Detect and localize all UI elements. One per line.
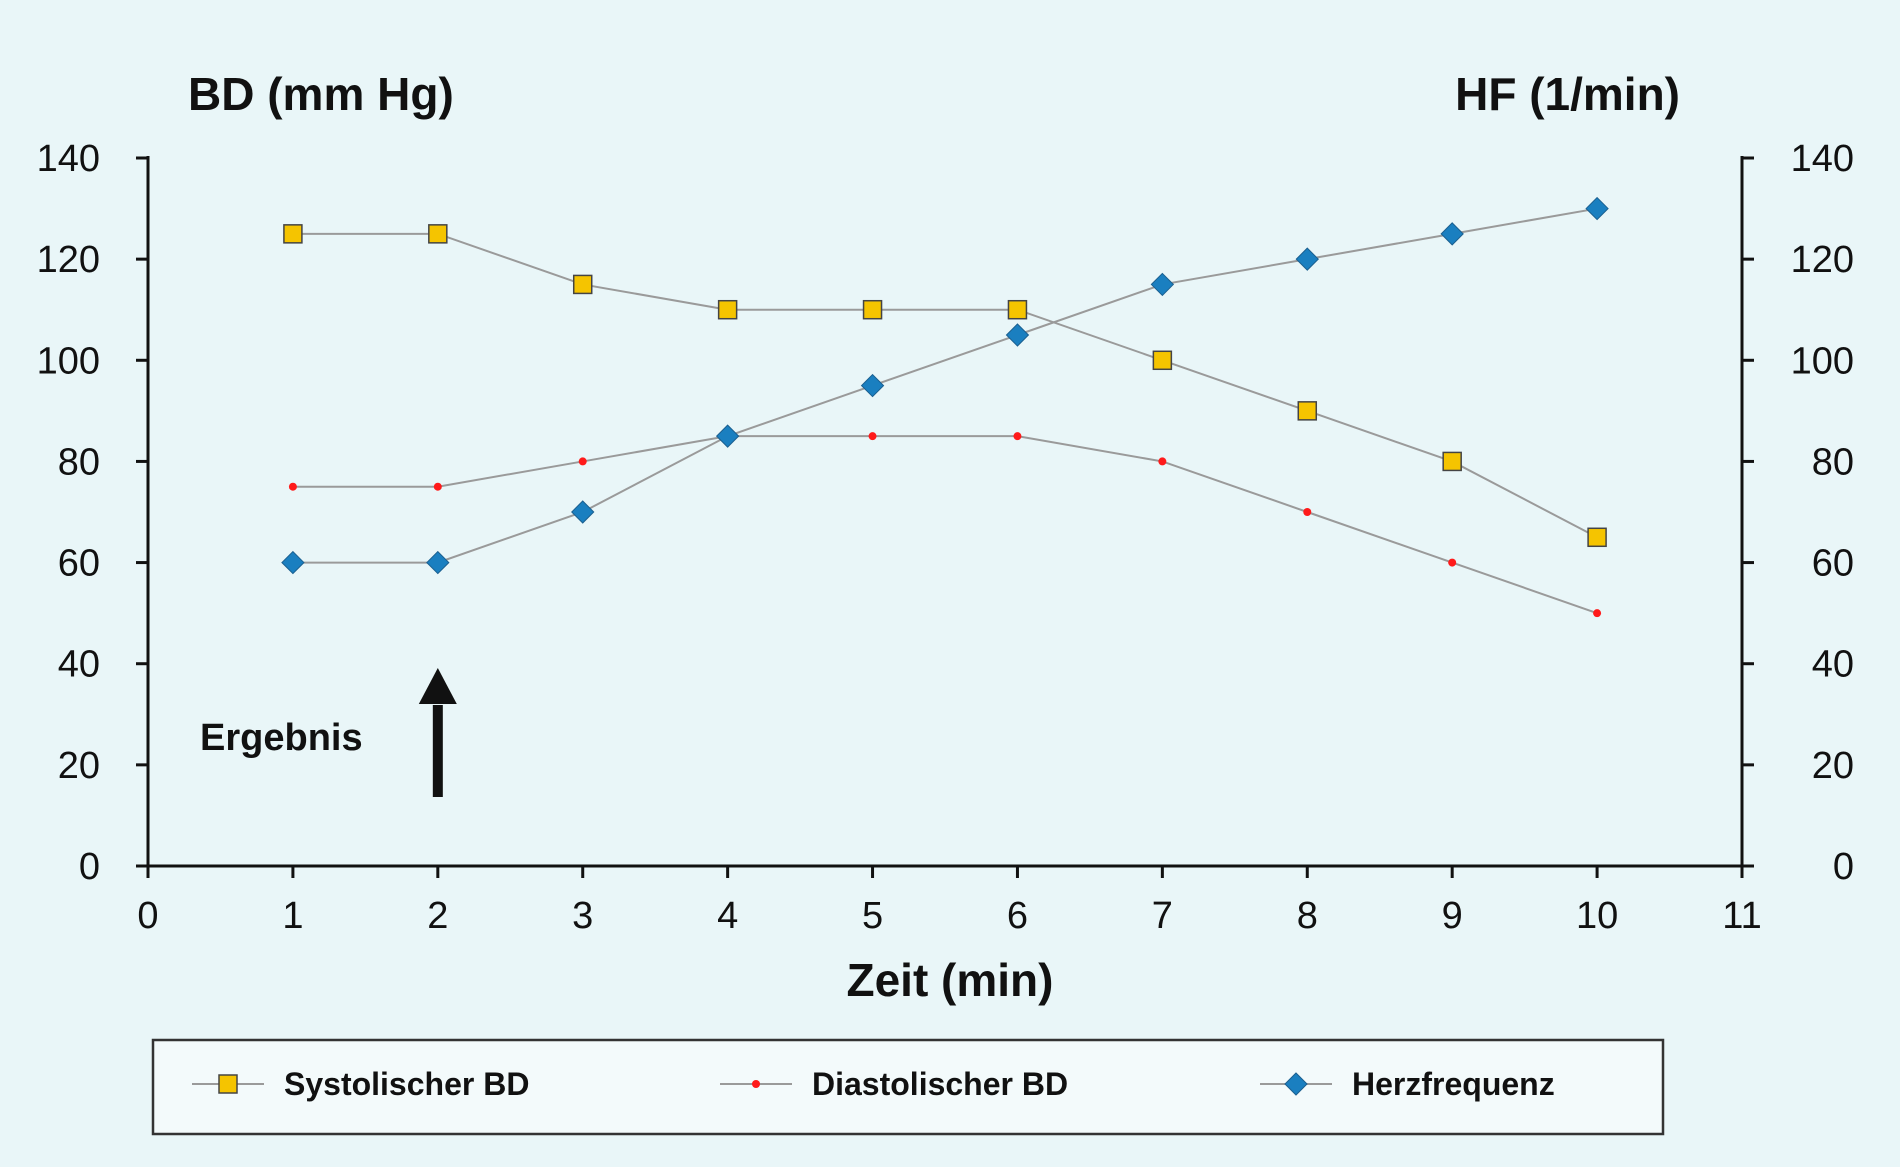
herzfrequenz-point	[860, 373, 885, 398]
x-tick-label: 8	[1297, 895, 1318, 937]
y-tick-label-left: 120	[37, 239, 100, 281]
y-tick-label-right: 80	[1812, 441, 1854, 483]
y-tick-label-left: 80	[58, 441, 100, 483]
diastolischer-bd-point	[1593, 609, 1602, 618]
x-tick-label: 6	[1007, 895, 1028, 937]
x-tick-label: 3	[572, 895, 593, 937]
systolischer-bd-point	[1587, 527, 1607, 548]
y-tick-label-left: 100	[37, 340, 100, 382]
y-axis-title-right: HF (1/min)	[1455, 68, 1680, 120]
y-tick-label-right: 40	[1812, 644, 1854, 686]
diastolischer-bd-point	[1448, 558, 1457, 567]
y-tick-label-right: 100	[1791, 340, 1854, 382]
diastolischer-bd-point	[433, 482, 442, 491]
x-tick-label: 5	[862, 895, 883, 937]
annotation-arrow-head	[418, 668, 457, 704]
systolischer-bd-point	[428, 224, 448, 244]
herzfrequenz-line	[292, 207, 1598, 564]
y-tick-label-left: 0	[79, 846, 100, 888]
systolischer-bd-point	[1007, 299, 1028, 320]
annotation-label: Ergebnis	[200, 717, 363, 759]
systolischer-bd-point	[717, 299, 738, 320]
legend-marker-systolischer-bd	[218, 1074, 238, 1094]
x-tick-label: 7	[1152, 895, 1173, 937]
y-tick-label-left: 20	[58, 745, 100, 787]
x-tick-label: 1	[282, 895, 303, 937]
systolischer-bd-line	[292, 232, 1598, 539]
y-tick-label-right: 120	[1791, 239, 1854, 281]
diastolischer-bd-point	[868, 432, 877, 441]
diastolischer-bd-point	[578, 457, 587, 466]
systolischer-bd-point	[283, 224, 303, 244]
herzfrequenz-point	[1005, 323, 1030, 347]
x-tick-label: 2	[427, 895, 448, 937]
x-tick-label: 11	[1722, 895, 1761, 937]
legend: Systolischer BD Diastolischer BD Herzfrequ…	[151, 1038, 1665, 1136]
systolischer-bd-point	[1442, 451, 1462, 472]
systolischer-bd-point	[862, 299, 883, 320]
diastolischer-bd-point	[1158, 457, 1167, 466]
legend-label-systolischer-bd: Systolischer BD	[284, 1066, 529, 1102]
y-tick-label-right: 0	[1833, 846, 1854, 888]
x-tick-label: 4	[717, 895, 738, 937]
herzfrequenz-point	[426, 550, 450, 575]
y-tick-label-right: 20	[1812, 745, 1854, 787]
systolischer-bd-point	[1297, 401, 1318, 421]
y-tick-label-left: 140	[37, 138, 100, 180]
diastolischer-bd-point	[1303, 508, 1312, 516]
series-lines	[292, 207, 1598, 615]
diastolischer-bd-point	[288, 482, 297, 491]
herzfrequenz-point	[1150, 272, 1175, 297]
y-tick-label-left: 60	[58, 543, 100, 585]
legend-box	[151, 1038, 1665, 1136]
y-tick-label-right: 60	[1812, 543, 1854, 585]
diastolischer-bd-line	[292, 435, 1598, 615]
annotation-arrow-shaft	[432, 705, 443, 797]
legend-label-diastolischer-bd: Diastolischer BD	[812, 1066, 1068, 1102]
x-tick-label: 9	[1442, 895, 1463, 937]
legend-marker-diastolischer-bd	[752, 1080, 760, 1088]
herzfrequenz-point	[571, 500, 595, 524]
y-tick-label-right: 140	[1791, 138, 1854, 180]
systolischer-bd-point	[1152, 350, 1173, 371]
legend-label-herzfrequenz: Herzfrequenz	[1352, 1066, 1555, 1102]
systolischer-bd-point	[572, 274, 593, 295]
diastolischer-bd-point	[1013, 432, 1022, 441]
herzfrequenz-point	[715, 424, 740, 448]
x-tick-label: 0	[137, 895, 158, 937]
y-axis-title-left: BD (mm Hg)	[188, 68, 454, 120]
legend-marker-herzfrequenz	[1284, 1072, 1308, 1096]
herzfrequenz-point	[1440, 222, 1464, 246]
x-axis-title: Zeit (min)	[847, 954, 1054, 1006]
herzfrequenz-point	[1585, 196, 1609, 221]
annotations: Ergebnis	[200, 668, 457, 797]
axes: 0 20 40 60 80 100 120 140 0 20 40 60 80 100 120 140 0 1 2 3…	[37, 68, 1854, 1006]
herzfrequenz-point	[1295, 247, 1319, 271]
x-tick-label: 10	[1576, 895, 1618, 937]
herzfrequenz-point	[281, 550, 305, 575]
series-markers	[281, 196, 1609, 618]
y-tick-label-left: 40	[58, 644, 100, 686]
